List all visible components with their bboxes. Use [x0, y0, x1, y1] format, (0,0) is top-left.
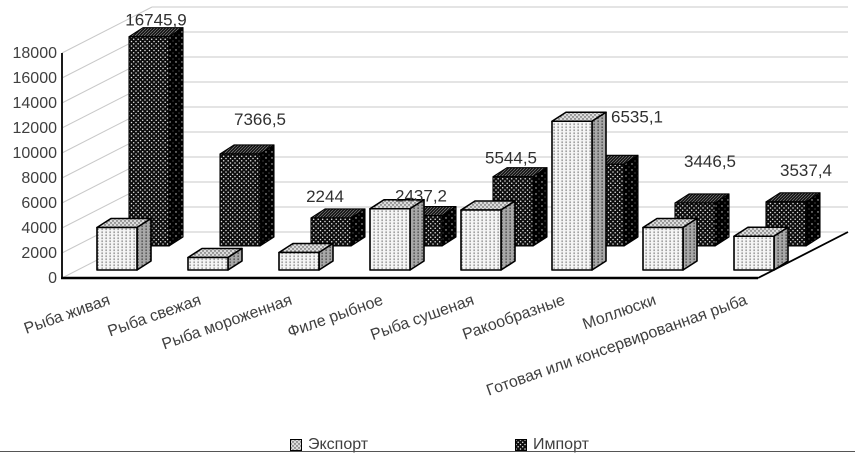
bar-side-face — [259, 144, 275, 247]
category-label: Рыба сушеная — [368, 292, 476, 344]
bar-front-face — [278, 251, 320, 271]
y-tick-label: 10000 — [13, 145, 58, 162]
data-label: 2437,2 — [395, 187, 447, 206]
bar-side-face — [409, 198, 425, 271]
category-label: Ракообразные — [460, 292, 567, 344]
y-tick-labels: 0 2000 4000 6000 8000 10000 12000 14000 16000 180… — [13, 45, 58, 287]
bar-front-face — [460, 209, 502, 271]
bar-side-face — [714, 193, 730, 247]
export-bar — [460, 200, 516, 271]
bar-front-face — [369, 207, 411, 271]
bar-front-face — [310, 217, 352, 247]
bar-front-face — [128, 36, 170, 247]
category-label: Рыба живая — [22, 292, 112, 338]
bar-side-face — [532, 167, 548, 247]
y-tick-label: 6000 — [21, 195, 57, 212]
export-bar — [551, 111, 607, 271]
data-label: 7366,5 — [234, 110, 286, 129]
y-tick-label: 0 — [48, 270, 57, 287]
data-label: 5544,5 — [485, 149, 537, 168]
bar-side-face — [591, 111, 607, 271]
bar-side-face — [623, 154, 639, 247]
bar-front-face — [219, 153, 261, 247]
export-bar — [733, 226, 789, 271]
gridline-side — [61, 6, 153, 54]
y-tick-label: 2000 — [21, 245, 57, 262]
bar-front-face — [642, 226, 684, 271]
floor-right-edge — [757, 231, 849, 279]
import-bar — [128, 27, 184, 247]
bar-side-face — [168, 27, 184, 247]
export-bars — [96, 111, 789, 271]
data-label: 16745,9 — [125, 11, 186, 30]
y-tick-label: 4000 — [21, 220, 57, 237]
bar-front-face — [96, 226, 138, 271]
y-tick-label: 14000 — [13, 95, 58, 112]
data-label: 2244 — [306, 187, 344, 206]
bar-side-face — [682, 217, 698, 271]
export-bar — [96, 217, 152, 271]
y-tick-label: 12000 — [13, 120, 58, 137]
y-tick-label: 18000 — [13, 45, 58, 62]
figure-bottom-border — [0, 451, 855, 452]
bar-front-face — [551, 120, 593, 271]
bar-front-face — [733, 235, 775, 271]
import-bar — [310, 208, 366, 247]
data-label: 6535,1 — [611, 107, 663, 126]
export-bar — [369, 198, 425, 271]
export-bar — [187, 247, 243, 271]
y-tick-label: 8000 — [21, 170, 57, 187]
import-bar — [219, 144, 275, 247]
export-bar — [642, 217, 698, 271]
data-labels: 16745,9 7366,5 2244 2437,2 5544,5 6535,1 3446,… — [125, 11, 832, 206]
data-label: 3446,5 — [684, 152, 736, 171]
data-label: 3537,4 — [780, 161, 832, 180]
y-tick-label: 16000 — [13, 70, 58, 87]
bar-front-face — [187, 256, 229, 271]
bar-side-face — [805, 192, 821, 247]
bar-side-face — [500, 200, 516, 271]
bar-side-face — [136, 217, 152, 271]
export-bar — [278, 242, 334, 271]
axes — [61, 53, 849, 280]
